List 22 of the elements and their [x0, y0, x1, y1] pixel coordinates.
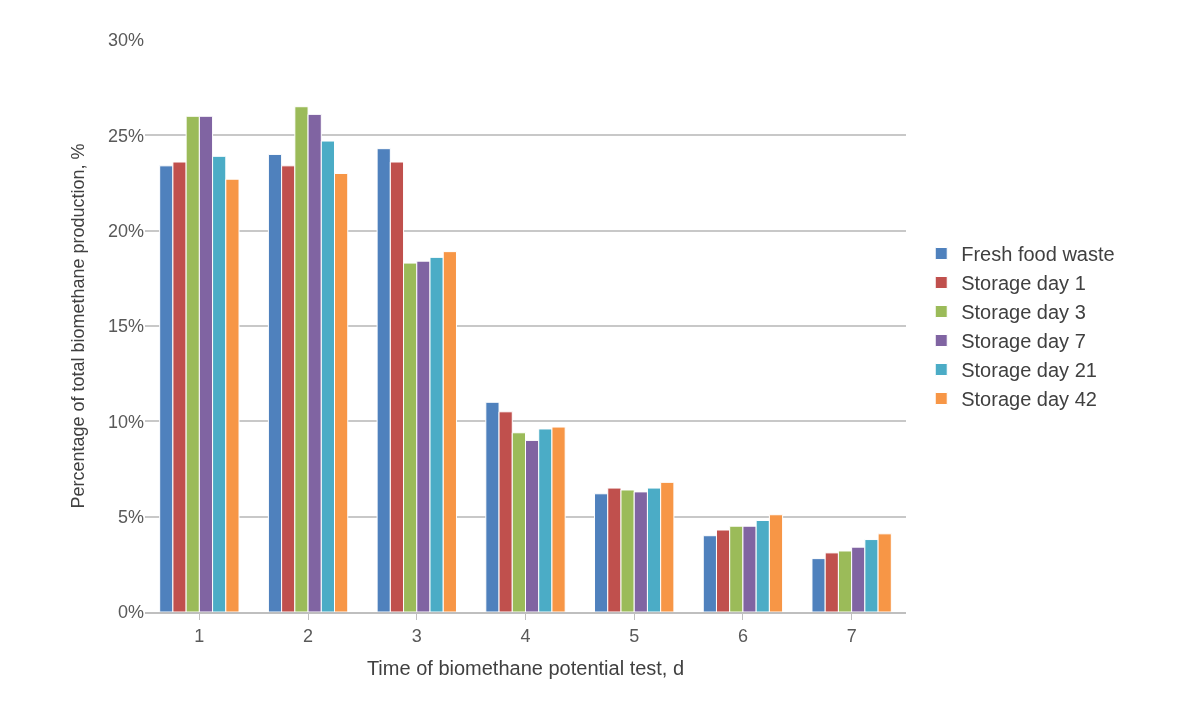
legend-label: Storage day 42	[961, 388, 1097, 411]
y-tick-label: 5%	[117, 506, 144, 527]
x-tick-label: 3	[411, 625, 422, 646]
y-tick-label: 10%	[107, 411, 144, 432]
legend-label: Storage day 21	[961, 359, 1097, 382]
x-tick-label: 1	[194, 625, 205, 646]
x-tick-label: 6	[737, 625, 748, 646]
y-tick-label: 20%	[107, 220, 144, 241]
legend-label: Storage day 3	[961, 301, 1086, 324]
x-tick-label: 7	[846, 625, 857, 646]
y-tick-label: 30%	[107, 30, 144, 51]
x-tick-label: 4	[520, 625, 531, 646]
y-tick-label: 0%	[117, 602, 144, 623]
y-tick-label: 25%	[107, 125, 144, 146]
y-axis-title: Percentage of total biomethane production, %	[68, 143, 89, 509]
x-tick-label: 5	[629, 625, 640, 646]
y-tick-label: 15%	[107, 316, 144, 337]
legend-label: Storage day 7	[961, 330, 1086, 353]
legend-label: Storage day 1	[961, 272, 1086, 295]
x-axis-title: Time of biomethane potential test, d	[366, 656, 685, 679]
x-tick-label: 2	[303, 625, 314, 646]
legend-label: Fresh food waste	[961, 243, 1115, 266]
